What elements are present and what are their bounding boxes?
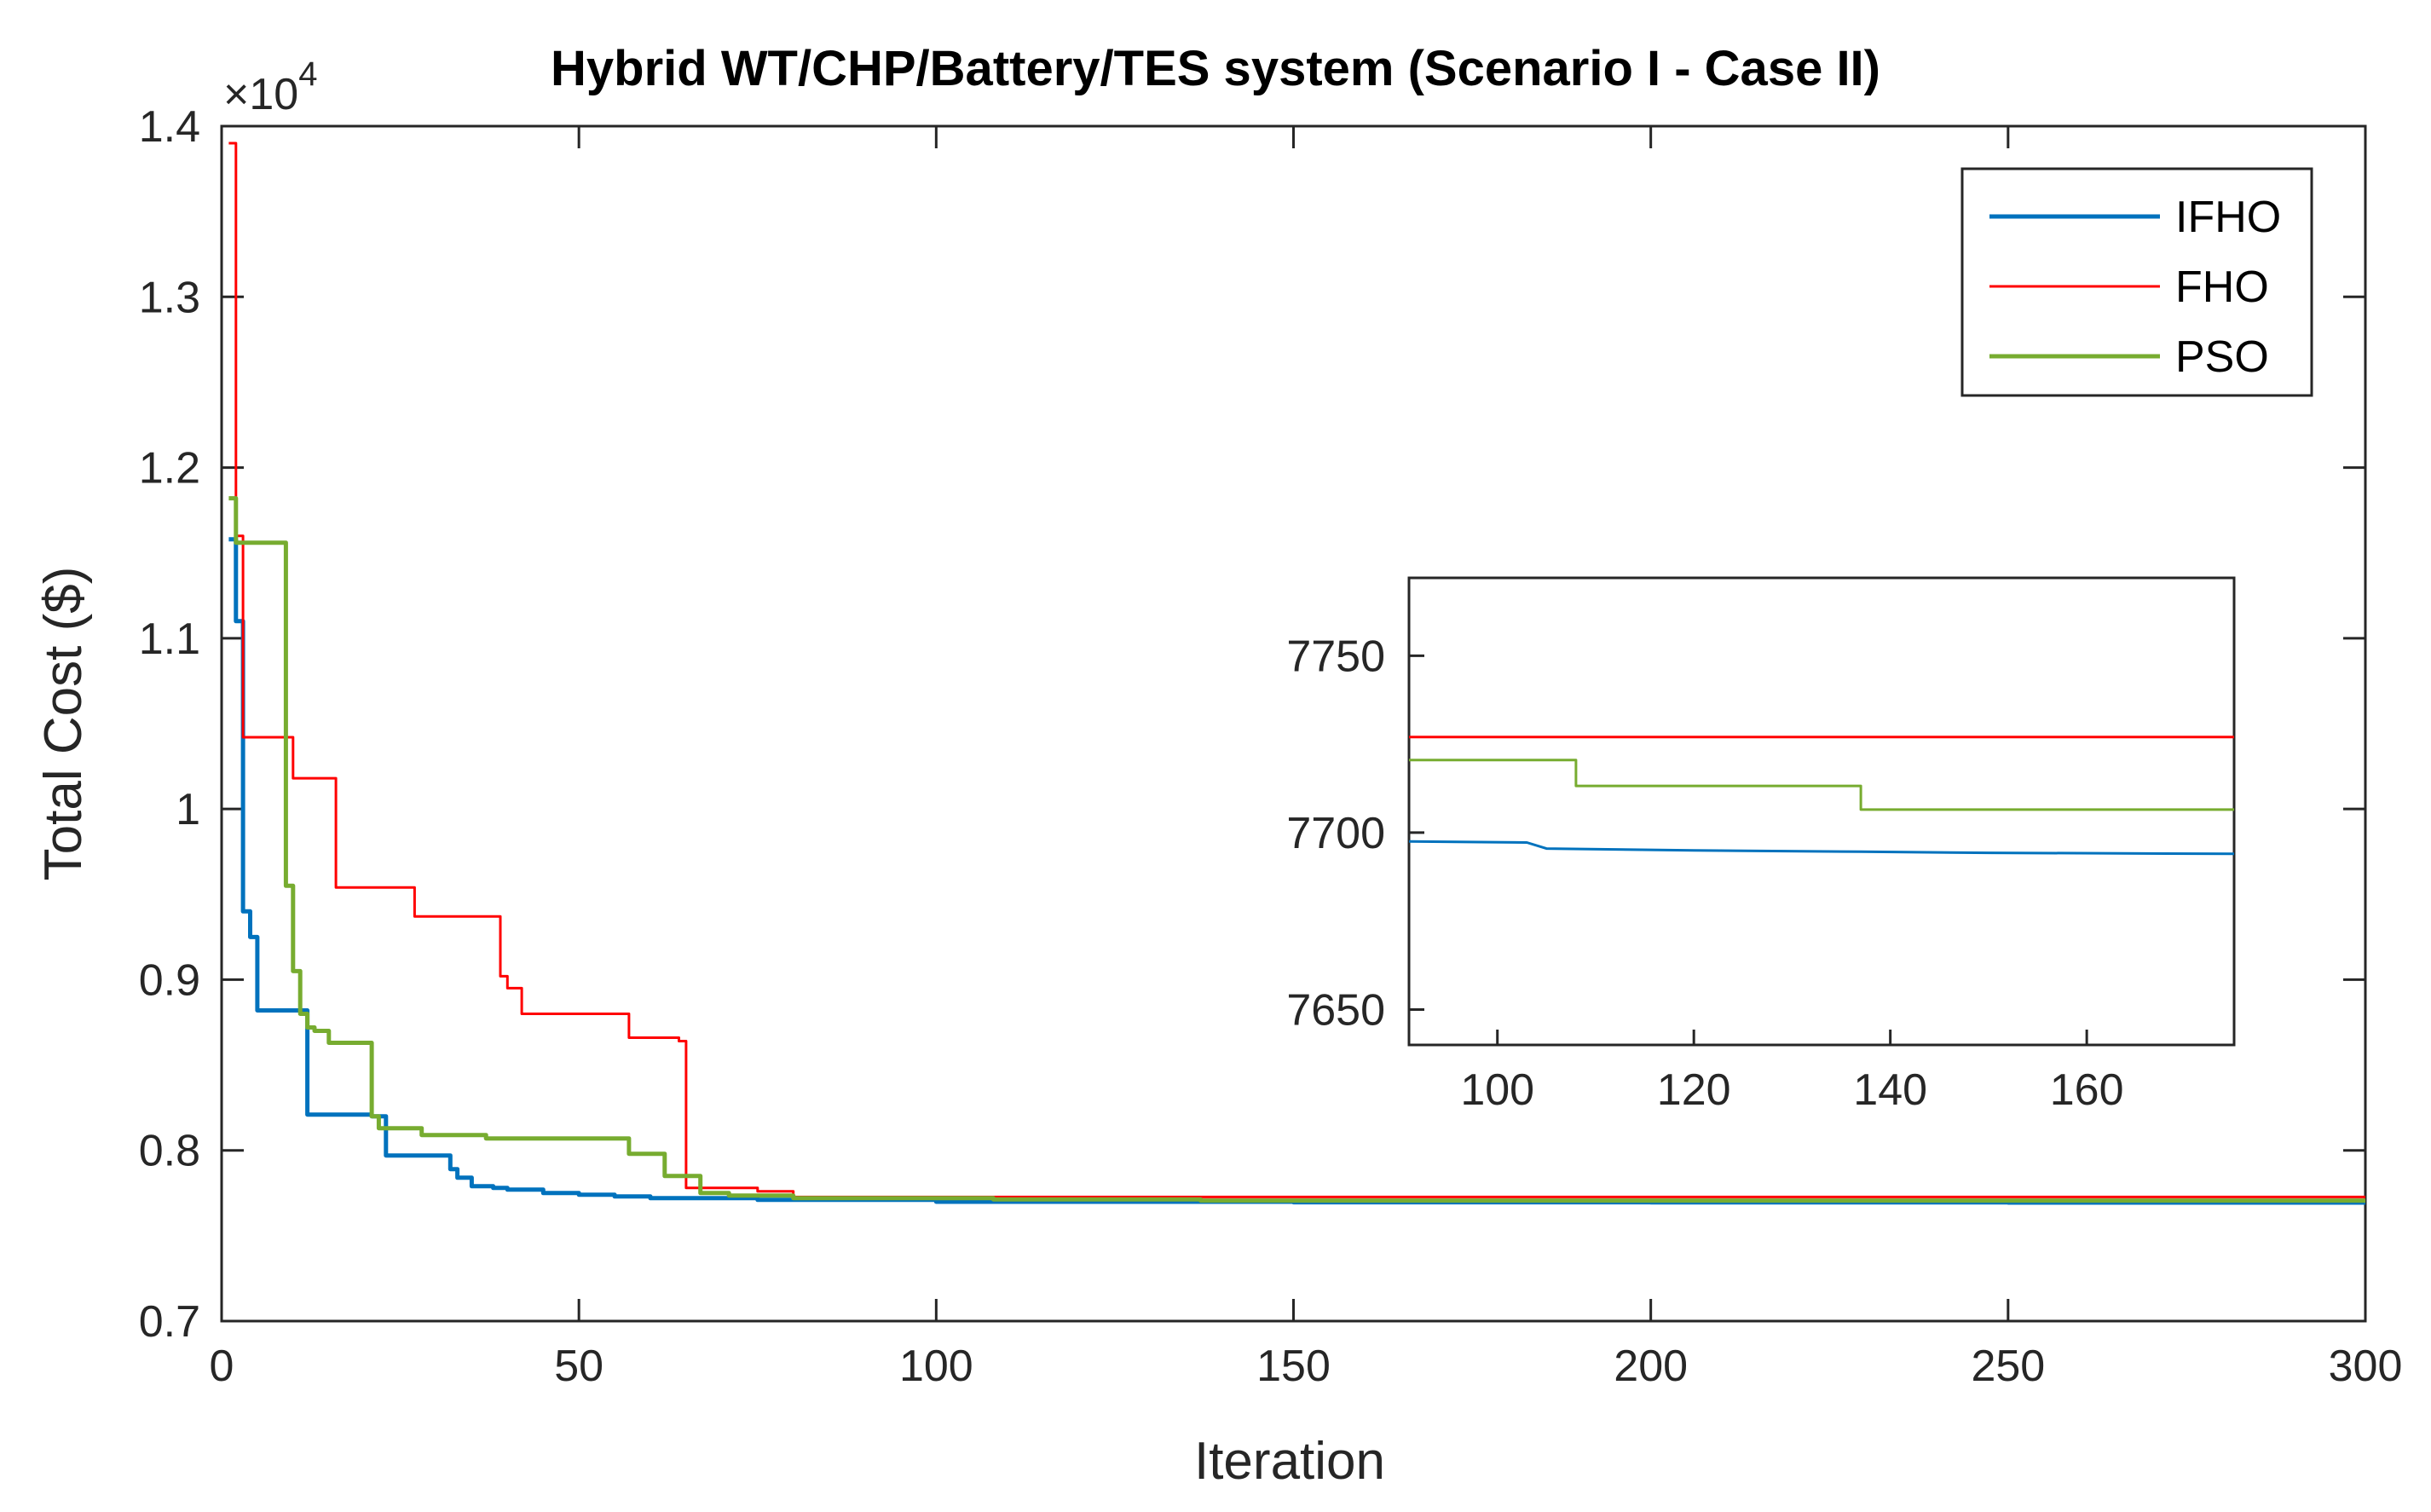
- main-series-ifho-line: [228, 537, 2365, 1205]
- main-axis-ticks: 0 50 100 150 200 250 300 0.7 0.8 0.9 1 1.1 1.2 1.3 1.4: [139, 102, 2403, 1391]
- main-y-tick-label: 1: [176, 785, 200, 834]
- inset-y-tick-label: 7700: [1286, 809, 1385, 858]
- inset-x-tick-label: 160: [2050, 1065, 2124, 1115]
- main-y-tick-label: 0.7: [139, 1297, 200, 1347]
- inset-y-tick-label: 7750: [1286, 632, 1385, 681]
- inset-x-tick-label: 120: [1657, 1065, 1731, 1115]
- main-y-tick-label: 1.2: [139, 444, 200, 493]
- main-series-pso-line: [228, 496, 2365, 1203]
- legend-items: IFHO FHO PSO: [1989, 193, 2281, 382]
- main-x-tick-label: 250: [1971, 1342, 2045, 1391]
- main-x-tick-label: 150: [1256, 1342, 1331, 1391]
- main-series-group: [228, 141, 2365, 1205]
- main-plot-area: 0 50 100 150 200 250 300 0.7 0.8 0.9 1 1.1 1.2 1.3 1.4: [139, 102, 2403, 1391]
- inset-axis-ticks: 100 120 140 160 7650 7700 7750: [1286, 632, 2123, 1115]
- inset-plot-area: 100 120 140 160 7650 7700 7750: [1286, 576, 2236, 1115]
- legend-label-fho: FHO: [2175, 263, 2269, 312]
- main-x-tick-label: 200: [1614, 1342, 1688, 1391]
- inset-series-ifho-line: [1409, 840, 2234, 856]
- main-series-fho-line: [228, 141, 2365, 1198]
- inset-background: [1409, 578, 2234, 1045]
- legend-label-ifho: IFHO: [2175, 193, 2281, 242]
- main-x-tick-label: 300: [2329, 1342, 2403, 1391]
- inset-y-tick-label: 7650: [1286, 985, 1385, 1035]
- main-y-tick-label: 0.9: [139, 955, 200, 1005]
- main-x-tick-label: 0: [210, 1342, 234, 1391]
- y-exponent-power: 4: [298, 55, 317, 93]
- y-exponent-label: ×104: [223, 55, 317, 119]
- main-x-tick-label: 100: [899, 1342, 973, 1391]
- legend-item-fho: FHO: [1989, 263, 2269, 312]
- legend-item-pso: PSO: [1989, 332, 2269, 382]
- chart-title: Hybrid WT/CHP/Battery/TES system (Scenar…: [551, 41, 1880, 96]
- main-y-tick-label: 1.1: [139, 615, 200, 664]
- legend-item-ifho: IFHO: [1989, 193, 2281, 242]
- y-exponent-base: ×10: [223, 70, 298, 119]
- y-axis-label: Total Cost ($): [34, 567, 93, 881]
- inset-series-group: [1409, 736, 2234, 856]
- main-x-tick-label: 50: [554, 1342, 603, 1391]
- main-y-tick-label: 1.4: [139, 102, 200, 152]
- inset-x-tick-label: 100: [1460, 1065, 1534, 1115]
- main-y-tick-label: 1.3: [139, 273, 200, 322]
- x-axis-label: Iteration: [1194, 1432, 1385, 1491]
- legend-label-pso: PSO: [2175, 332, 2269, 382]
- main-y-tick-label: 0.8: [139, 1127, 200, 1176]
- inset-axes-frame: [1407, 576, 2236, 1047]
- inset-x-tick-label: 140: [1853, 1065, 1927, 1115]
- inset-series-pso-line: [1409, 759, 2234, 811]
- legend: IFHO FHO PSO: [1960, 167, 2313, 397]
